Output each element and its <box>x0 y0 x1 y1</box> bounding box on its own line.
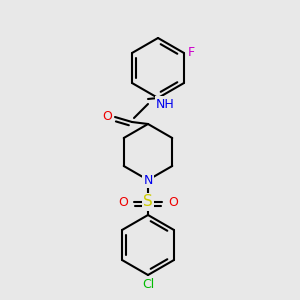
Text: F: F <box>188 46 194 59</box>
Text: O: O <box>118 196 128 208</box>
Text: Cl: Cl <box>142 278 154 292</box>
Text: O: O <box>168 196 178 208</box>
Text: O: O <box>102 110 112 122</box>
Text: N: N <box>143 173 153 187</box>
Text: NH: NH <box>156 98 175 110</box>
Text: S: S <box>143 194 153 209</box>
